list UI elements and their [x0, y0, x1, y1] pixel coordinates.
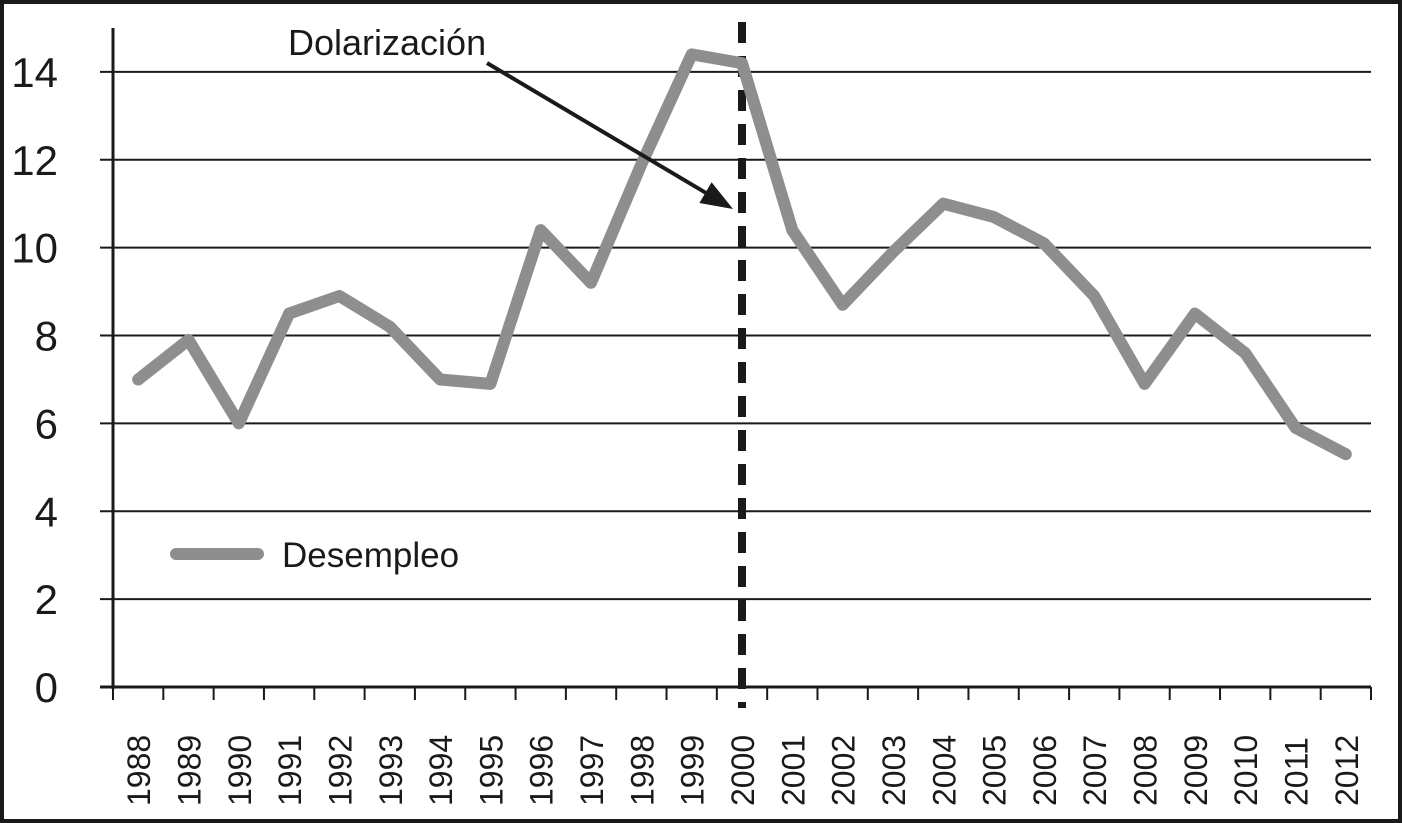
- x-tick-label: 2001: [775, 735, 811, 806]
- y-tick-label: 6: [35, 400, 58, 447]
- x-tick-label: 2004: [926, 735, 962, 806]
- x-tick-label: 2005: [977, 735, 1013, 806]
- annotation-label: Dolarización: [288, 22, 486, 63]
- annotation-arrowhead: [699, 182, 733, 209]
- y-tick-label: 14: [11, 49, 58, 96]
- x-tick-label: 2012: [1329, 735, 1365, 806]
- x-tick-label: 2006: [1027, 735, 1063, 806]
- x-tick-label: 1998: [624, 735, 660, 806]
- x-tick-label: 1996: [524, 735, 560, 806]
- x-tick-label: 1991: [272, 735, 308, 806]
- x-tick-label: 1992: [322, 735, 358, 806]
- x-tick-label: 1989: [171, 735, 207, 806]
- x-tick-label: 2002: [826, 735, 862, 806]
- x-tick-label: 2007: [1077, 735, 1113, 806]
- y-tick-label: 10: [11, 225, 58, 272]
- x-tick-label: 2000: [725, 735, 761, 806]
- y-tick-label: 4: [35, 488, 58, 535]
- x-tick-label: 1995: [473, 735, 509, 806]
- x-tick-label: 1999: [675, 735, 711, 806]
- annotation-arrow-line: [485, 61, 712, 198]
- x-tick-label: 1997: [574, 735, 610, 806]
- x-tick-label: 1994: [423, 735, 459, 806]
- x-tick-label: 2009: [1178, 735, 1214, 806]
- legend-label: Desempleo: [282, 536, 459, 575]
- x-tick-label: 1993: [373, 735, 409, 806]
- x-tick-label: 2011: [1279, 737, 1315, 806]
- x-tick-label: 2010: [1228, 735, 1264, 806]
- x-tick-label: 2003: [876, 735, 912, 806]
- series-line-desempleo: [132, 48, 1352, 461]
- x-tick-label: 1988: [121, 735, 157, 806]
- y-tick-label: 2: [35, 576, 58, 623]
- y-tick-label: 12: [11, 137, 58, 184]
- x-tick-label: 1990: [222, 735, 258, 806]
- x-tick-label: 2008: [1128, 735, 1164, 806]
- y-tick-label: 8: [35, 313, 58, 360]
- y-tick-label: 0: [35, 664, 58, 711]
